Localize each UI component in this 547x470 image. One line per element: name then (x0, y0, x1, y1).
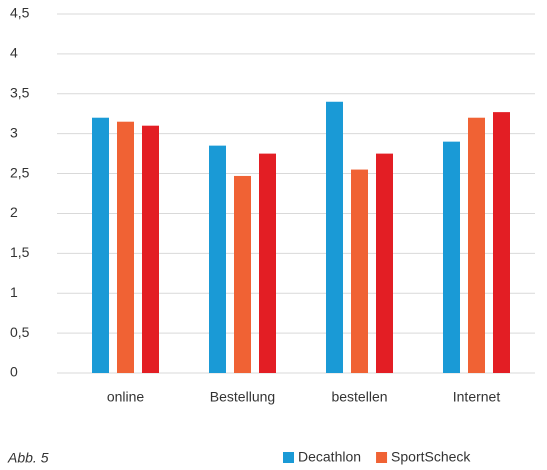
bar (259, 153, 276, 373)
bar (117, 121, 134, 373)
y-tick-label: 1 (10, 284, 18, 300)
y-tick-label: 4 (10, 45, 18, 61)
footnote: Abb. 5 (7, 450, 49, 466)
x-tick-label: bestellen (331, 389, 387, 405)
bar (326, 101, 343, 373)
y-tick-label: 4,5 (10, 5, 30, 21)
bar (92, 117, 109, 373)
y-tick-label: 1,5 (10, 244, 30, 260)
y-tick-label: 0,5 (10, 324, 30, 340)
y-tick-label: 3,5 (10, 84, 30, 100)
bar (376, 153, 393, 373)
y-tick-label: 2 (10, 204, 18, 220)
bar (142, 125, 159, 373)
x-tick-label: Internet (453, 389, 501, 405)
y-tick-label: 3 (10, 124, 18, 140)
legend-swatch (283, 452, 294, 463)
bar (493, 112, 510, 374)
bar (468, 117, 485, 373)
y-tick-label: 2,5 (10, 164, 30, 180)
legend-label: Decathlon (298, 449, 361, 465)
legend-swatch (376, 452, 388, 463)
legend-label: SportScheck (391, 449, 471, 465)
x-tick-label: online (107, 389, 145, 405)
bar (234, 175, 251, 373)
bar (351, 169, 368, 373)
y-tick-label: 0 (10, 364, 18, 380)
bar (443, 141, 460, 373)
bar (209, 145, 226, 373)
x-tick-label: Bestellung (210, 389, 275, 405)
